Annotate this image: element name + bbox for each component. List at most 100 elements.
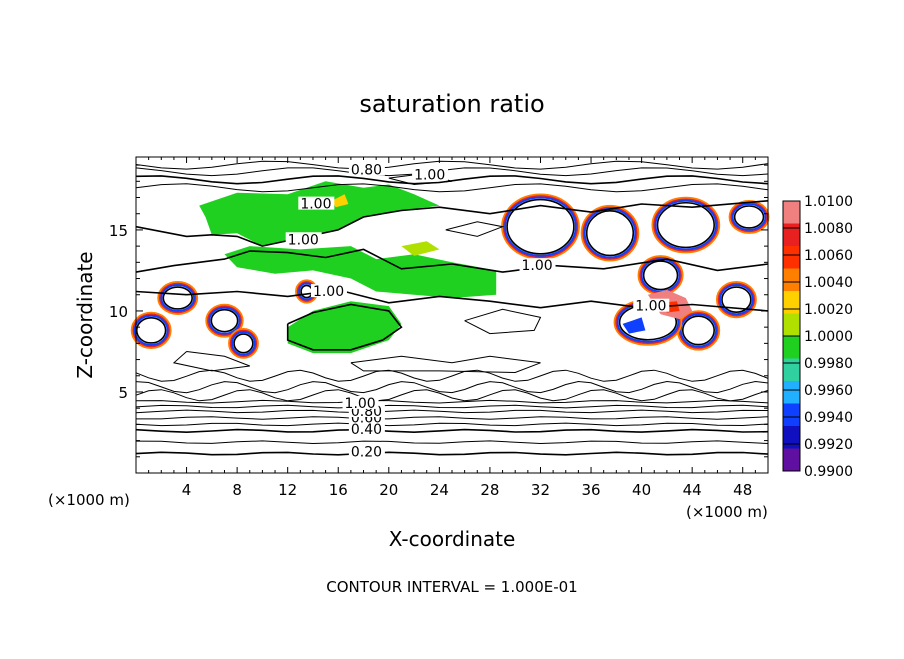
contour-lower-4 (136, 416, 769, 420)
contour-field-area (130, 181, 770, 359)
ring-d-blue (133, 314, 169, 346)
contour-label: 1.00 (288, 232, 319, 248)
contour-upper-2 (135, 167, 769, 177)
contour-wavy-1 (135, 380, 769, 394)
contour-label: 0.40 (351, 422, 382, 438)
cloud-region-upper (199, 181, 440, 247)
ring-f-blue (504, 196, 577, 257)
ring-b-blue (208, 306, 241, 335)
contour-1.00-upper (135, 200, 769, 247)
contour-label-bg (519, 258, 556, 272)
colorbar-label: 1.0060 (804, 248, 853, 264)
contour-lower-7 (135, 399, 769, 404)
ring-g-red (582, 206, 638, 260)
contour-label-bg (348, 444, 385, 458)
ring-a-red (159, 282, 197, 314)
contour-label-bg (348, 162, 385, 176)
ring-l-red (678, 311, 719, 349)
y-tick-label: 5 (118, 384, 128, 402)
contour-label: 1.00 (313, 284, 344, 300)
contour-upper-0 (135, 183, 769, 193)
colorbar-label: 1.0000 (804, 329, 853, 345)
contour-labels: 0.200.400.600.801.001.001.001.001.001.00… (285, 162, 670, 461)
ring-a-line (162, 286, 193, 310)
x-tick-label: 16 (329, 481, 348, 499)
ring-f-outer (501, 193, 580, 260)
y-axis-label: Z-coordinate (73, 251, 97, 378)
colorbar-label: 1.0040 (804, 275, 853, 291)
colorbar-label: 0.9900 (804, 464, 853, 480)
ring-h-blue (654, 199, 718, 251)
ring-c-blue (231, 331, 256, 356)
contour-1.00-mid (135, 248, 769, 273)
ring-l-blue (679, 313, 718, 348)
ring-d-line (135, 317, 167, 344)
contour-label: 1.00 (414, 167, 445, 183)
ring-b-outer (205, 303, 244, 338)
contour-thin-e (445, 221, 505, 237)
x-unit-note-right: (×1000 m) (686, 503, 768, 521)
contour-label-bg (310, 284, 347, 298)
contour-label-bg (342, 395, 379, 409)
ring-j-outer (715, 281, 757, 319)
x-tick-label: 8 (232, 481, 242, 499)
x-tick-label: 4 (182, 481, 192, 499)
contour-label: 1.00 (522, 258, 553, 274)
ring-g-line (585, 210, 635, 257)
ring-a-outer (157, 281, 199, 315)
ring-b-line (210, 308, 239, 333)
ring-k-blue (731, 202, 767, 231)
colorbar-segment (783, 313, 800, 337)
ring-j-blue (718, 284, 754, 316)
contour-lower-0 (135, 451, 769, 456)
ring-j-line (721, 286, 752, 313)
ring-f-line (506, 198, 575, 255)
ring-b-red (207, 305, 242, 336)
colorbar: 1.0100 1.0080 1.0060 1.0040 1.0020 1.0000 0.99… (782, 194, 853, 480)
ring-l-line (681, 315, 715, 346)
ring-h-red (653, 198, 719, 252)
contour-label: 0.20 (351, 445, 382, 461)
x-tick-label: 36 (581, 481, 600, 499)
ring-k-line (733, 205, 765, 229)
colorbar-segment (783, 426, 800, 449)
ring-j-red (717, 282, 756, 317)
contour-label: 1.00 (300, 197, 331, 213)
cloud-region-lower (287, 301, 402, 354)
ring-d-outer (130, 311, 172, 349)
colorbar-segment (783, 291, 800, 314)
ring-k-red (730, 201, 768, 233)
colorbar-segment (783, 268, 800, 292)
colorbar-segment (783, 336, 800, 359)
colorbar-segment (783, 223, 800, 247)
colorbar-label: 0.9980 (804, 356, 853, 372)
cloud-region-middle (224, 246, 497, 298)
contour-thin-a (464, 308, 542, 335)
colorbar-segment (783, 403, 800, 427)
contour-label: 1.00 (635, 299, 666, 315)
ring-a-blue (160, 284, 196, 312)
contour-1.00-lower-cloud (286, 303, 403, 351)
contour-wavy-2 (135, 369, 769, 382)
contour-wavy-0 (135, 389, 769, 402)
contour-thin-c (172, 351, 250, 372)
ring-g-blue (583, 207, 637, 259)
contour-label-bg (298, 196, 335, 210)
colorbar-segment (783, 358, 800, 382)
x-tick-label: 48 (733, 481, 752, 499)
ring-g-outer (580, 204, 640, 262)
ring-i-line (642, 260, 679, 291)
x-tick-label: 28 (480, 481, 499, 499)
contour-thin-b (350, 355, 541, 374)
colorbar-segment (783, 201, 800, 224)
colorbar-label: 0.9940 (804, 410, 853, 426)
x-tick-label: 40 (632, 481, 651, 499)
x-unit-note-left: (×1000 m) (48, 491, 130, 509)
contour-label-bg (633, 298, 670, 312)
ring-h-line (656, 201, 715, 249)
y-axis-ticks: 5 10 15 (109, 164, 768, 458)
x-tick-label: 20 (379, 481, 398, 499)
contour-lower-1 (135, 440, 769, 445)
cloud-patch-yellow (331, 194, 349, 208)
